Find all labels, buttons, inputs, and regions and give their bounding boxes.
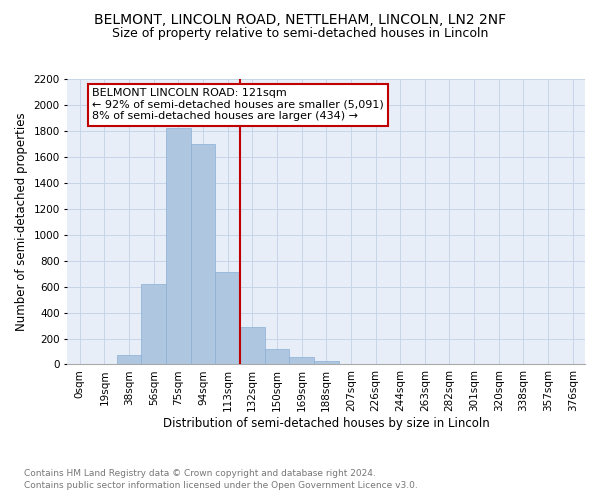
X-axis label: Distribution of semi-detached houses by size in Lincoln: Distribution of semi-detached houses by … bbox=[163, 417, 490, 430]
Bar bbox=[314, 360, 338, 364]
Bar bbox=[142, 284, 166, 364]
Y-axis label: Number of semi-detached properties: Number of semi-detached properties bbox=[15, 112, 28, 331]
Text: BELMONT LINCOLN ROAD: 121sqm
← 92% of semi-detached houses are smaller (5,091)
8: BELMONT LINCOLN ROAD: 121sqm ← 92% of se… bbox=[92, 88, 384, 122]
Text: Size of property relative to semi-detached houses in Lincoln: Size of property relative to semi-detach… bbox=[112, 28, 488, 40]
Bar bbox=[191, 144, 215, 364]
Bar bbox=[117, 356, 142, 364]
Bar bbox=[215, 272, 240, 364]
Text: BELMONT, LINCOLN ROAD, NETTLEHAM, LINCOLN, LN2 2NF: BELMONT, LINCOLN ROAD, NETTLEHAM, LINCOL… bbox=[94, 12, 506, 26]
Bar bbox=[265, 349, 289, 364]
Bar bbox=[240, 327, 265, 364]
Bar bbox=[166, 128, 191, 364]
Bar bbox=[289, 356, 314, 364]
Text: Contains HM Land Registry data © Crown copyright and database right 2024.: Contains HM Land Registry data © Crown c… bbox=[24, 468, 376, 477]
Text: Contains public sector information licensed under the Open Government Licence v3: Contains public sector information licen… bbox=[24, 481, 418, 490]
